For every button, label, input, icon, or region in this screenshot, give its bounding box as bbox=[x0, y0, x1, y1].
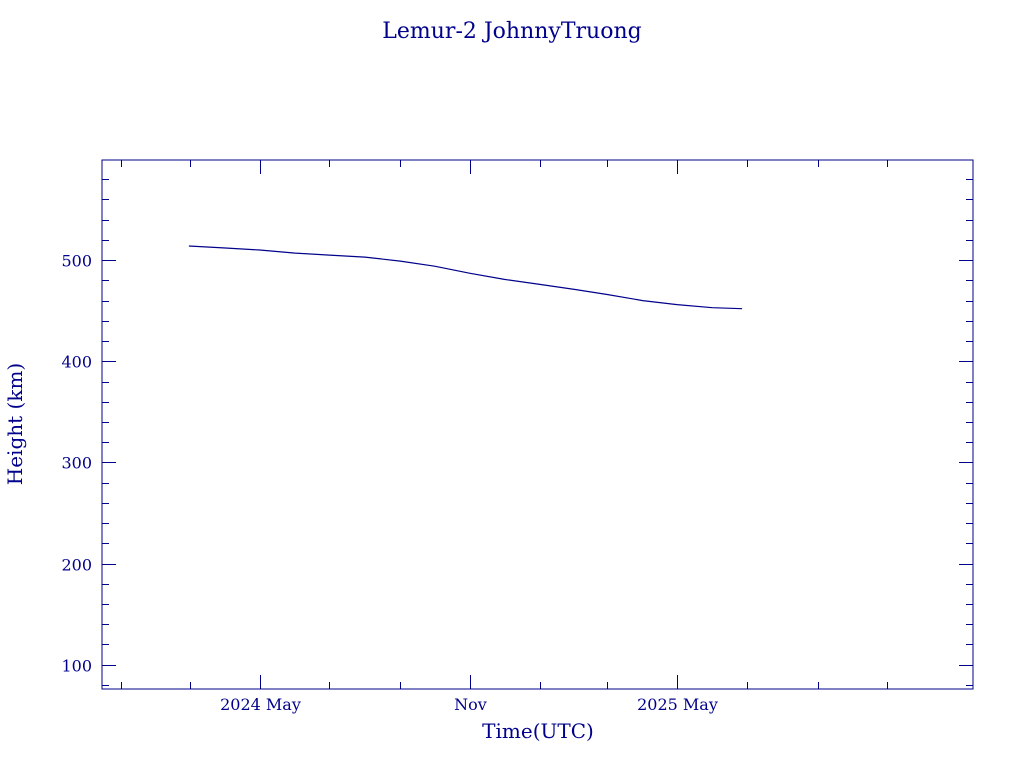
x-tick-label: 2024 May bbox=[220, 695, 301, 714]
height-series-line bbox=[188, 245, 743, 310]
x-tick-label: 2025 May bbox=[637, 695, 718, 714]
y-tick-label: 200 bbox=[61, 556, 92, 575]
y-tick-label: 400 bbox=[61, 353, 92, 372]
y-tick-label: 100 bbox=[61, 657, 92, 676]
tick-labels: 100 200 300 400 500 2024 May Nov 2025 May bbox=[61, 252, 717, 715]
series-layer bbox=[188, 245, 743, 310]
y-tick-label: 500 bbox=[61, 252, 92, 271]
chart-title: Lemur-2 JohnnyTruong bbox=[382, 19, 641, 44]
plot-frame bbox=[101, 159, 974, 690]
tick-marks bbox=[102, 160, 973, 689]
y-tick-label: 300 bbox=[61, 454, 92, 473]
y-axis-label: Height (km) bbox=[3, 363, 27, 485]
x-axis-label: Time(UTC) bbox=[482, 719, 594, 743]
x-tick-label: Nov bbox=[454, 695, 487, 714]
